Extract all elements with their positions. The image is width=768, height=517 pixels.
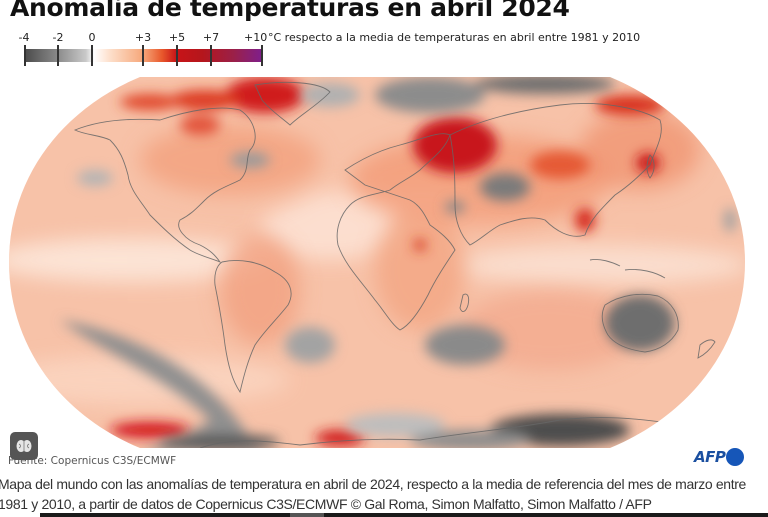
legend-tick-label: 0	[88, 31, 96, 44]
legend-tick	[91, 45, 93, 66]
legend-tick-label: +10	[244, 31, 268, 44]
afp-logo-text: AFP	[694, 448, 726, 466]
legend-tick	[261, 45, 263, 66]
afp-logo-dot	[726, 448, 745, 466]
legend-tick	[142, 45, 144, 66]
color-legend: -4 -2 0 +3 +5 +7 +10 °C respecto a la me…	[0, 27, 700, 72]
legend-tick	[57, 45, 59, 66]
legend-tick-label: +5	[168, 31, 186, 44]
legend-description: °C respecto a la media de temperaturas e…	[268, 31, 641, 44]
legend-tick-label: -4	[18, 31, 30, 44]
brain-button[interactable]	[10, 432, 38, 460]
legend-tick-label: +3	[134, 31, 152, 44]
image-caption: Mapa del mundo con las anomalías de temp…	[0, 476, 746, 512]
legend-tick-label: -2	[52, 31, 64, 44]
page-title: Anomalía de temperaturas en abril 2024	[10, 0, 570, 22]
media-progress-segment	[290, 513, 324, 517]
world-anomaly-map	[0, 72, 768, 452]
media-progress-bar[interactable]	[40, 513, 768, 517]
source-credit: Fuente: Copernicus C3S/ECMWF	[8, 455, 177, 467]
legend-tick	[210, 45, 212, 66]
legend-tick	[24, 45, 26, 66]
legend-tick-label: +7	[202, 31, 220, 44]
legend-tick	[176, 45, 178, 66]
afp-logo: AFP	[694, 446, 745, 468]
brain-icon	[16, 440, 32, 452]
